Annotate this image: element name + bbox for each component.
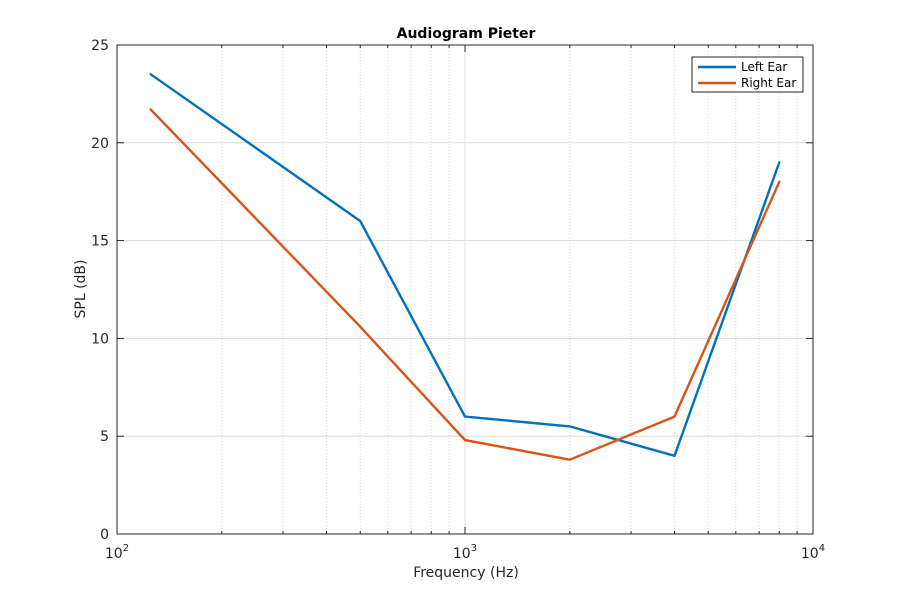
- chart-title: Audiogram Pieter: [397, 26, 536, 42]
- y-tick-label: 0: [100, 527, 109, 543]
- series-lines: [149, 73, 781, 461]
- y-tick-label: 5: [100, 429, 109, 445]
- legend-label: Left Ear: [741, 60, 787, 74]
- x-tick-label: 104: [801, 543, 825, 562]
- axis-ticks: 102 103 104 0 5 10 15 20 25: [91, 38, 825, 562]
- y-tick-label: 25: [91, 38, 109, 54]
- y-tick-label: 20: [91, 136, 109, 152]
- legend: Left Ear Right Ear: [691, 56, 804, 93]
- y-axis-label: SPL (dB): [73, 260, 89, 319]
- x-axis-label: Frequency (Hz): [413, 565, 519, 581]
- y-tick-label: 15: [91, 234, 109, 250]
- x-tick-label: 102: [105, 543, 129, 562]
- grid: [117, 45, 813, 534]
- legend-label: Right Ear: [741, 76, 796, 90]
- legend-box: [691, 56, 804, 93]
- x-tick-label: 103: [453, 543, 477, 562]
- y-tick-label: 10: [91, 331, 109, 347]
- series-line-right-ear: [149, 108, 781, 461]
- series-line-left-ear: [149, 73, 781, 457]
